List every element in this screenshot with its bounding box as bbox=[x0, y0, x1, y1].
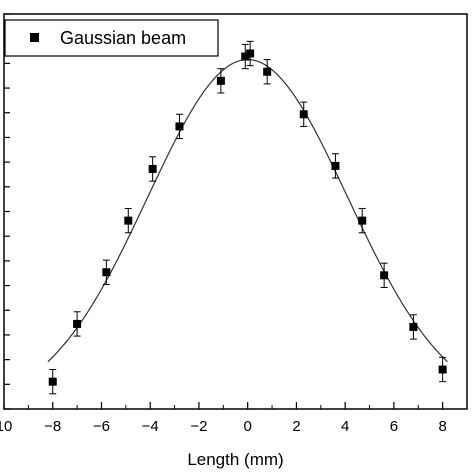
x-tick-label: −6 bbox=[93, 418, 110, 435]
point-marker bbox=[246, 49, 255, 58]
x-tick-label: −8 bbox=[44, 418, 61, 435]
legend: Gaussian beam bbox=[4, 19, 219, 57]
data-points bbox=[48, 40, 447, 395]
point-marker bbox=[299, 110, 308, 119]
point-marker bbox=[358, 216, 367, 225]
data-point bbox=[124, 207, 133, 234]
plot-frame bbox=[3, 13, 468, 410]
data-point bbox=[299, 101, 308, 127]
x-tick-label: 6 bbox=[390, 418, 398, 435]
data-point bbox=[409, 314, 418, 340]
data-point bbox=[102, 259, 111, 285]
data-point bbox=[358, 207, 367, 234]
x-tick-label: 4 bbox=[341, 418, 349, 435]
data-point bbox=[73, 311, 82, 337]
point-marker bbox=[331, 161, 340, 170]
point-marker bbox=[409, 322, 418, 331]
data-point bbox=[241, 43, 250, 70]
data-point bbox=[148, 156, 157, 182]
y-ticks bbox=[4, 13, 10, 410]
point-marker bbox=[73, 319, 82, 328]
x-tick-label: 0 bbox=[244, 418, 252, 435]
point-marker bbox=[216, 76, 225, 85]
data-point bbox=[175, 113, 184, 140]
point-marker bbox=[102, 268, 111, 277]
data-point bbox=[246, 40, 255, 67]
point-marker bbox=[380, 271, 389, 280]
x-ticks: 10 −8 −6 −4 −2 0 2 4 6 8 bbox=[0, 402, 447, 435]
legend-box bbox=[4, 19, 219, 57]
point-marker bbox=[124, 216, 133, 225]
x-tick-label: 10 bbox=[0, 418, 12, 435]
point-marker bbox=[48, 377, 57, 386]
point-marker bbox=[241, 52, 250, 61]
x-tick-label: −4 bbox=[142, 418, 159, 435]
data-point bbox=[380, 262, 389, 288]
gaussian-fit-line bbox=[47, 58, 448, 363]
point-marker bbox=[263, 67, 272, 76]
point-marker bbox=[175, 122, 184, 131]
x-axis-title: Length (mm) bbox=[187, 450, 283, 469]
data-point bbox=[263, 59, 272, 85]
point-marker bbox=[438, 365, 447, 374]
data-point bbox=[331, 153, 340, 179]
data-point bbox=[438, 356, 447, 383]
x-tick-label: 2 bbox=[292, 418, 300, 435]
x-tick-label: 8 bbox=[438, 418, 446, 435]
data-point bbox=[216, 68, 225, 94]
legend-label: Gaussian beam bbox=[60, 28, 186, 48]
point-marker bbox=[148, 164, 157, 173]
x-tick-label: −2 bbox=[190, 418, 207, 435]
data-point bbox=[48, 369, 57, 395]
legend-marker bbox=[30, 33, 39, 42]
